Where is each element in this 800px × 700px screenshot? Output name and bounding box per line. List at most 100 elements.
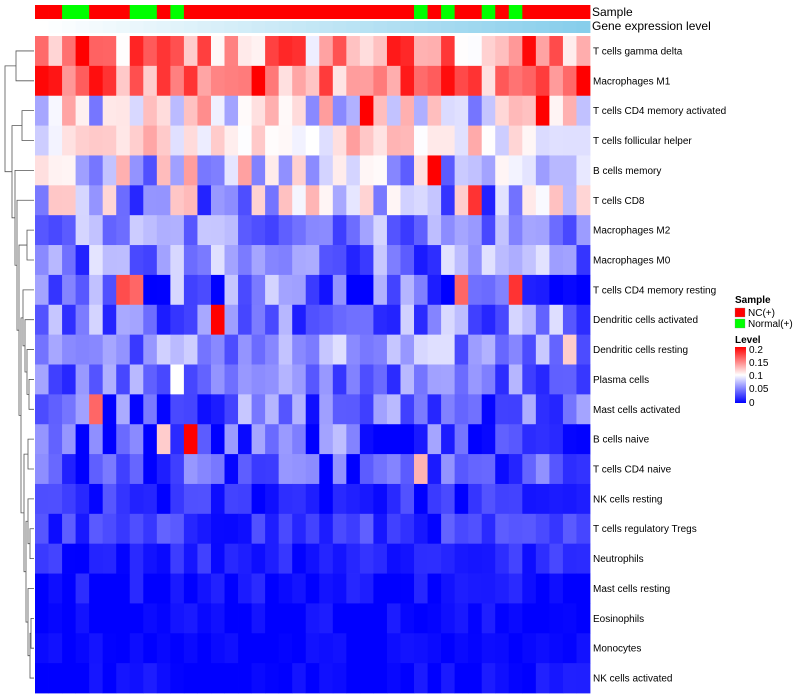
heatmap-cell-r21-c37 (535, 663, 550, 694)
heatmap-cell-r13-c6 (116, 424, 131, 455)
heatmap-cell-r2-c4 (89, 95, 104, 126)
heatmap-cell-r16-c25 (373, 513, 388, 545)
heatmap-cell-r16-c1 (48, 513, 63, 545)
sample-cell-22 (332, 5, 347, 19)
heatmap-cell-r5-c8 (143, 185, 158, 216)
heatmap-cell-r2-c8 (143, 95, 158, 126)
sample-cell-13 (210, 5, 225, 19)
sample-cell-25 (373, 5, 388, 19)
heatmap-cell-r12-c26 (386, 394, 401, 425)
heatmap-cell-r16-c16 (251, 513, 266, 545)
expression-level-cell-38 (549, 21, 564, 33)
heatmap-cell-r0-c1 (48, 36, 63, 67)
heatmap-cell-r15-c23 (346, 483, 361, 515)
heatmap-cell-r13-c26 (386, 424, 401, 455)
heatmap-cell-r2-c25 (373, 95, 388, 126)
sample-cell-38 (549, 5, 564, 19)
heatmap-cell-r12-c4 (89, 394, 104, 425)
heatmap-cell-r7-c39 (562, 245, 577, 276)
heatmap-cell-r4-c20 (305, 155, 320, 186)
heatmap-cell-r11-c7 (129, 364, 144, 395)
heatmap-cell-r2-c0 (35, 95, 49, 126)
heatmap-cell-r13-c25 (373, 424, 388, 455)
heatmap-cell-r16-c35 (508, 513, 523, 545)
heatmap-cell-r2-c2 (62, 95, 77, 126)
heatmap-cell-r16-c8 (143, 513, 158, 545)
heatmap-cell-r17-c6 (116, 543, 131, 574)
heatmap-cell-r8-c5 (102, 274, 117, 306)
heatmap-cell-r0-c40 (576, 36, 591, 67)
heatmap-cell-r10-c21 (319, 334, 334, 365)
sample-cell-32 (468, 5, 483, 19)
heatmap-cell-r14-c2 (62, 454, 77, 485)
heatmap-cell-r11-c33 (481, 364, 496, 395)
heatmap-cell-r4-c31 (454, 155, 469, 186)
heatmap-cell-r19-c16 (251, 603, 266, 634)
heatmap-cell-r11-c34 (495, 364, 510, 395)
heatmap-cell-r17-c2 (62, 543, 77, 574)
row-label-4: B cells memory (593, 166, 661, 177)
heatmap-cell-r11-c37 (535, 364, 550, 395)
heatmap-cell-r16-c34 (495, 513, 510, 545)
heatmap-cell-r13-c9 (156, 424, 171, 455)
heatmap-cell-r2-c32 (468, 95, 483, 126)
heatmap-cell-r19-c38 (549, 603, 564, 634)
expression-level-cell-10 (170, 21, 185, 33)
heatmap-cell-r8-c22 (332, 274, 347, 306)
legend-label-nc: NC(+) (748, 308, 775, 319)
heatmap-cell-r21-c33 (481, 663, 496, 694)
heatmap-cell-r0-c8 (143, 36, 158, 67)
heatmap-cell-r16-c26 (386, 513, 401, 545)
heatmap-cell-r1-c23 (346, 65, 361, 97)
heatmap-cell-r0-c14 (224, 36, 239, 67)
sample-cell-5 (102, 5, 117, 19)
heatmap-cell-r2-c16 (251, 95, 266, 126)
heatmap-cell-r8-c27 (400, 274, 415, 306)
dendrogram-branch-n8 (28, 379, 34, 410)
heatmap-cell-r6-c15 (238, 215, 252, 246)
heatmap-cell-r5-c12 (197, 185, 212, 216)
heatmap-cell-r17-c7 (129, 543, 144, 574)
heatmap-cell-r10-c13 (210, 334, 225, 365)
heatmap-cell-r17-c36 (522, 543, 537, 574)
heatmap-cell-r1-c1 (48, 65, 63, 97)
expression-level-cell-39 (562, 21, 577, 33)
heatmap-cell-r0-c0 (35, 36, 49, 67)
heatmap-cell-r6-c11 (183, 215, 198, 246)
sample-cell-39 (562, 5, 577, 19)
heatmap-cell-r8-c24 (359, 274, 374, 306)
heatmap-cell-r18-c8 (143, 573, 158, 604)
heatmap-cell-r12-c23 (346, 394, 361, 425)
heatmap-cell-r21-c38 (549, 663, 564, 694)
heatmap-cell-r5-c32 (468, 185, 483, 216)
heatmap-cell-r9-c30 (441, 304, 456, 336)
heatmap-cell-r21-c19 (292, 663, 307, 694)
heatmap-cell-r10-c22 (332, 334, 347, 365)
heatmap-cell-r13-c15 (238, 424, 252, 455)
heatmap-cell-r2-c40 (576, 95, 591, 126)
heatmap-cell-r9-c32 (468, 304, 483, 336)
heatmap-cell-r21-c26 (386, 663, 401, 694)
heatmap-cell-r8-c18 (278, 274, 293, 306)
heatmap-cell-r21-c30 (441, 663, 456, 694)
heatmap-cell-r13-c37 (535, 424, 550, 455)
heatmap-cell-r10-c38 (549, 334, 564, 365)
heatmap-cell-r20-c31 (454, 633, 469, 664)
heatmap-cell-r3-c13 (210, 125, 225, 156)
heatmap-cell-r1-c29 (427, 65, 442, 97)
heatmap-cell-r8-c12 (197, 274, 212, 306)
heatmap-cell-r21-c8 (143, 663, 158, 694)
heatmap-cell-r17-c8 (143, 543, 158, 574)
sample-cell-20 (305, 5, 320, 19)
heatmap-cell-r10-c31 (454, 334, 469, 365)
heatmap-cell-r1-c9 (156, 65, 171, 97)
heatmap-cell-r12-c18 (278, 394, 293, 425)
sample-cell-17 (265, 5, 280, 19)
heatmap-cell-r2-c29 (427, 95, 442, 126)
heatmap-cell-r18-c16 (251, 573, 266, 604)
heatmap-cell-r0-c23 (346, 36, 361, 67)
heatmap-cell-r6-c25 (373, 215, 388, 246)
heatmap-cell-r11-c6 (116, 364, 131, 395)
heatmap-cell-r9-c4 (89, 304, 104, 336)
heatmap-cell-r4-c40 (576, 155, 591, 186)
